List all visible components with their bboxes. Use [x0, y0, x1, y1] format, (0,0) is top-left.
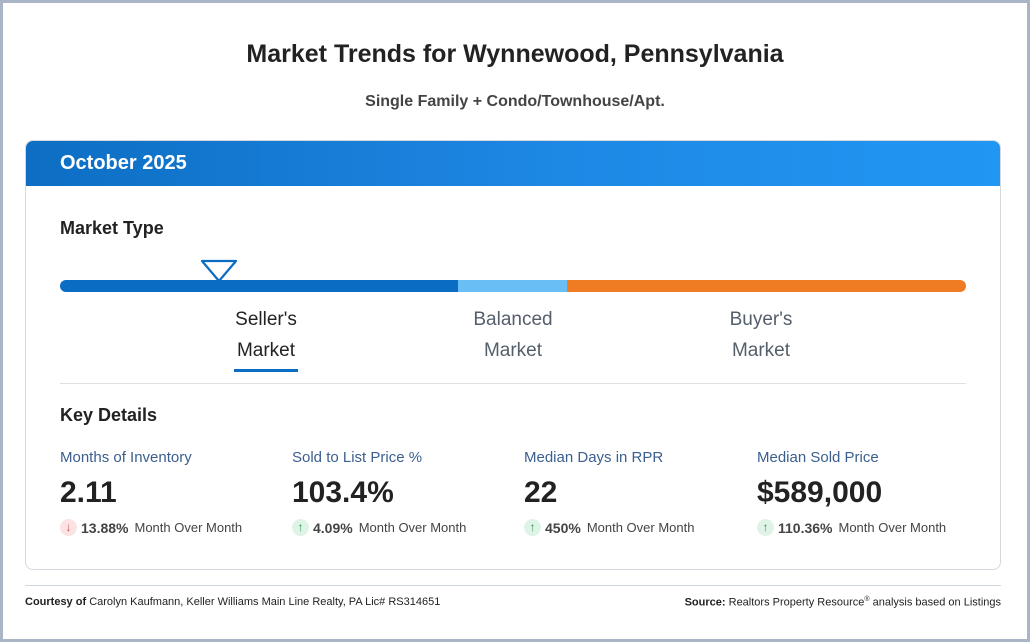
market-option-seller-line1: Seller's [235, 309, 297, 330]
market-option-buyer-line2: Market [731, 340, 791, 361]
source-text-suffix: analysis based on Listings [869, 596, 1001, 609]
section-divider [60, 383, 966, 384]
stat-value: 22 [524, 476, 558, 509]
market-card: October 2025 Market Type Seller's Market… [25, 140, 1001, 570]
page-title: Market Trends for Wynnewood, Pennsylvani… [246, 40, 784, 68]
source-label: Source: [684, 596, 726, 609]
stat-value: 103.4% [292, 476, 394, 509]
stat-change-percent: 4.09% [313, 519, 353, 536]
courtesy-footer: Courtesy of Carolyn Kaufmann, Keller Wil… [25, 596, 440, 608]
stat-change: ↑ 4.09% Month Over Month [292, 519, 512, 536]
stat-value: 2.11 [60, 476, 117, 509]
market-pointer-icon [200, 259, 238, 283]
arrow-up-icon: ↑ [524, 519, 541, 536]
stat-change: ↑ 110.36% Month Over Month [757, 519, 977, 536]
market-type-scale [60, 280, 966, 292]
scale-buyer-segment [567, 280, 966, 292]
stat-change-percent: 13.88% [81, 519, 129, 536]
stat-change-period: Month Over Month [358, 520, 467, 535]
market-type-heading: Market Type [60, 218, 164, 238]
stat-change-percent: 450% [545, 519, 581, 536]
month-header: October 2025 [26, 141, 1000, 186]
stat-change-period: Month Over Month [838, 520, 947, 535]
arrow-up-icon: ↑ [292, 519, 309, 536]
stat-months-of-inventory: Months of Inventory 2.11 ↓ 13.88% Month … [60, 449, 280, 536]
selected-underline [234, 369, 298, 372]
source-footer: Source: Realtors Property Resource® anal… [685, 596, 1001, 609]
stat-label: Sold to List Price % [292, 449, 423, 466]
stat-change-percent: 110.36% [778, 519, 833, 536]
courtesy-label: Courtesy of [25, 596, 87, 608]
stat-sold-to-list: Sold to List Price % 103.4% ↑ 4.09% Mont… [292, 449, 512, 536]
stat-label: Median Sold Price [757, 449, 879, 466]
footer-divider [25, 585, 1001, 586]
market-option-buyer-line1: Buyer's [729, 309, 793, 330]
stat-median-sold-price: Median Sold Price $589,000 ↑ 110.36% Mon… [757, 449, 977, 536]
scale-balanced-segment [458, 280, 567, 292]
stat-change: ↑ 450% Month Over Month [524, 519, 744, 536]
market-option-balanced-line1: Balanced [473, 309, 553, 330]
market-option-buyer: Buyer's Market [691, 304, 831, 366]
property-type-subtitle: Single Family + Condo/Townhouse/Apt. [365, 93, 665, 110]
market-option-seller: Seller's Market [196, 304, 336, 372]
stat-value: $589,000 [757, 476, 883, 509]
stat-change-period: Month Over Month [586, 520, 695, 535]
arrow-up-icon: ↑ [757, 519, 774, 536]
market-option-balanced-line2: Market [483, 340, 543, 361]
stat-label: Median Days in RPR [524, 449, 664, 466]
stat-change-period: Month Over Month [134, 520, 243, 535]
source-text: Realtors Property Resource [728, 596, 865, 609]
market-option-seller-line2: Market [236, 340, 296, 361]
stat-median-days: Median Days in RPR 22 ↑ 450% Month Over … [524, 449, 744, 536]
key-details-heading: Key Details [60, 405, 158, 425]
scale-seller-segment [60, 280, 458, 292]
courtesy-text: Carolyn Kaufmann, Keller Williams Main L… [89, 596, 441, 608]
stat-label: Months of Inventory [60, 449, 192, 466]
market-option-balanced: Balanced Market [443, 304, 583, 366]
arrow-down-icon: ↓ [60, 519, 77, 536]
stat-change: ↓ 13.88% Month Over Month [60, 519, 280, 536]
registered-mark: ® [864, 596, 870, 603]
